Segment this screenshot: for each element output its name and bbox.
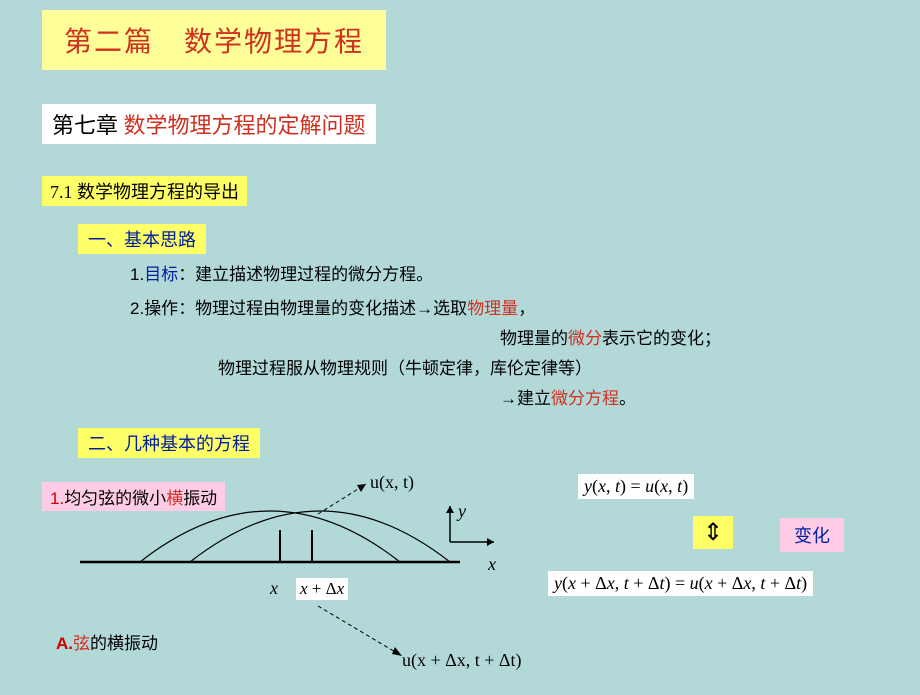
axis-x-label-right: x bbox=[488, 554, 496, 575]
op-l1b: 物理量 bbox=[467, 299, 518, 318]
op-l2b: 微分 bbox=[568, 329, 602, 348]
tick-label-x: x bbox=[270, 578, 278, 599]
tick-label-xdx: x + Δx bbox=[296, 578, 348, 600]
label-arrow-top bbox=[318, 484, 366, 514]
op-l4c: 。 bbox=[619, 389, 636, 408]
op-l4a: →建立 bbox=[500, 389, 551, 408]
op-l4b: 微分方程 bbox=[551, 389, 619, 408]
subheading-2: 二、几种基本的方程 bbox=[78, 428, 260, 458]
main-title: 第二篇 数学物理方程 bbox=[42, 10, 386, 70]
chapter-body: 数学物理方程的定解问题 bbox=[124, 113, 366, 138]
mini-axes bbox=[446, 506, 494, 546]
change-label: 变化 bbox=[780, 518, 844, 552]
equation-bottom: y(x + Δx, t + Δt) = u(x + Δx, t + Δt) bbox=[548, 571, 813, 596]
op-number: 2. bbox=[130, 299, 144, 318]
label-arrow-bottom bbox=[318, 606, 402, 656]
uxt-text: u(x, t) bbox=[370, 472, 414, 492]
subheading-1: 一、基本思路 bbox=[78, 224, 206, 254]
goal-line: 1.目标：建立描述物理过程的微分方程。 bbox=[130, 260, 433, 285]
op-line-4: →建立微分方程。 bbox=[500, 384, 636, 409]
label-uxdt: u(x + Δx, t + Δt) bbox=[402, 650, 521, 671]
chapter-title: 第七章 数学物理方程的定解问题 bbox=[42, 104, 376, 144]
item1-number: 1. bbox=[50, 489, 64, 508]
section-title: 7.1 数学物理方程的导出 bbox=[42, 176, 247, 206]
op-line-2: 物理量的微分表示它的变化； bbox=[500, 324, 721, 349]
goal-label: 目标 bbox=[144, 265, 178, 284]
goal-text: ：建立描述物理过程的微分方程。 bbox=[178, 265, 433, 284]
goal-number: 1. bbox=[130, 265, 144, 284]
chapter-prefix: 第七章 bbox=[52, 113, 124, 138]
op-l2a: 物理量的 bbox=[500, 329, 568, 348]
label-uxt: u(x, t) bbox=[370, 472, 414, 493]
op-line-1: 2.操作：物理过程由物理量的变化描述→选取物理量， bbox=[130, 294, 535, 319]
uxdt-text: u(x + Δx, t + Δt) bbox=[402, 650, 521, 670]
op-line-3: 物理过程服从物理规则（牛顿定律，库伦定律等） bbox=[218, 354, 592, 379]
op-label: 操作 bbox=[144, 299, 178, 318]
axis-y-label: y bbox=[458, 501, 466, 522]
itemA-number: A. bbox=[56, 634, 73, 653]
op-l1a: ：物理过程由物理量的变化描述→选取 bbox=[178, 299, 467, 318]
op-l1c: ， bbox=[518, 299, 535, 318]
updown-arrows: ⇕ bbox=[693, 516, 733, 549]
equation-top: y(x, t) = u(x, t) bbox=[578, 474, 694, 499]
string-diagram bbox=[80, 470, 460, 670]
op-l2c: 表示它的变化； bbox=[602, 329, 721, 348]
